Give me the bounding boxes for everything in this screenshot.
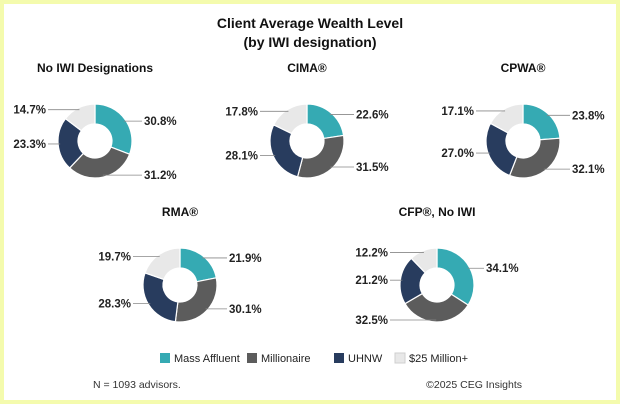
legend-swatch xyxy=(334,353,344,363)
slice-mass-affluent xyxy=(94,103,133,155)
chart-subtitle: (by IWI designation) xyxy=(244,34,377,50)
slice-millionaire xyxy=(174,277,218,323)
slice-25-million xyxy=(489,103,524,134)
panel-cpwa: CPWA® 23.8% 32.1% 27.0% 17.1% xyxy=(441,61,605,179)
legend-swatch xyxy=(160,353,170,363)
chart-title: Client Average Wealth Level xyxy=(217,15,403,31)
legend-label: Millionaire xyxy=(261,353,311,365)
data-label: 17.1% xyxy=(441,106,474,118)
panel-rma: RMA® 21.9% 30.1% 28.3% 19.7% xyxy=(98,205,262,323)
panel-title: CFP®, No IWI xyxy=(399,205,476,219)
data-label: 23.8% xyxy=(572,110,605,122)
data-label: 30.1% xyxy=(229,304,262,316)
slice-mass-affluent xyxy=(179,247,218,283)
data-label: 31.2% xyxy=(144,170,177,182)
legend-label: Mass Affluent xyxy=(174,353,240,365)
data-label: 28.3% xyxy=(98,298,131,310)
data-label: 14.7% xyxy=(13,105,46,117)
slice-uhnw xyxy=(269,124,304,178)
slice-millionaire xyxy=(68,146,131,179)
data-label: 21.2% xyxy=(355,275,388,287)
footnote-sample-size: N = 1093 advisors. xyxy=(93,379,181,391)
panel-title: RMA® xyxy=(162,205,198,219)
footnote-copyright: ©2025 CEG Insights xyxy=(426,379,522,391)
data-label: 31.5% xyxy=(356,162,389,174)
data-label: 17.8% xyxy=(225,106,258,118)
data-label: 23.3% xyxy=(13,139,46,151)
slice-25-million xyxy=(64,103,96,132)
slice-mass-affluent xyxy=(436,247,475,306)
slice-millionaire xyxy=(296,134,345,179)
slice-uhnw xyxy=(142,272,179,323)
slice-millionaire xyxy=(508,137,561,179)
legend-label: UHNW xyxy=(348,353,383,365)
panel-title: CIMA® xyxy=(287,61,327,75)
slice-mass-affluent xyxy=(522,103,561,141)
slice-uhnw xyxy=(485,122,518,177)
data-label: 34.1% xyxy=(486,263,519,275)
data-label: 32.5% xyxy=(355,315,388,327)
legend: Mass Affluent Millionaire UHNW $25 Million+ xyxy=(160,352,468,365)
legend-item-mass-affluent: Mass Affluent xyxy=(160,353,240,365)
donut-panels: No IWI Designations 30.8% 31.2% 23.3% 14.7% C… xyxy=(13,61,604,327)
data-label: 12.2% xyxy=(355,248,388,260)
data-label: 27.0% xyxy=(441,148,474,160)
data-label: 22.6% xyxy=(356,109,389,121)
data-label: 28.1% xyxy=(225,151,258,163)
data-label: 30.8% xyxy=(144,116,177,128)
slice-25-million xyxy=(144,247,181,281)
panel-cfp-no-iwi: CFP®, No IWI 34.1% 32.5% 21.2% 12.2% xyxy=(355,205,518,327)
data-label: 32.1% xyxy=(572,164,605,176)
panel-title: No IWI Designations xyxy=(37,61,153,75)
slice-25-million xyxy=(272,103,308,135)
legend-swatch xyxy=(394,352,406,364)
legend-swatch xyxy=(247,353,257,363)
legend-item-uhnw: UHNW xyxy=(334,353,383,365)
data-label: 19.7% xyxy=(98,251,131,263)
legend-item-millionaire: Millionaire xyxy=(247,353,311,365)
panel-no-iwi-designations: No IWI Designations 30.8% 31.2% 23.3% 14.7% xyxy=(13,61,176,182)
data-label: 21.9% xyxy=(229,253,262,265)
legend-label: $25 Million+ xyxy=(409,353,468,365)
slice-25-million xyxy=(410,247,438,274)
slice-mass-affluent xyxy=(306,103,345,140)
legend-item-25-million: $25 Million+ xyxy=(394,352,468,365)
panel-cima: CIMA® 22.6% 31.5% 28.1% 17.8% xyxy=(225,61,389,179)
panel-title: CPWA® xyxy=(501,61,546,75)
